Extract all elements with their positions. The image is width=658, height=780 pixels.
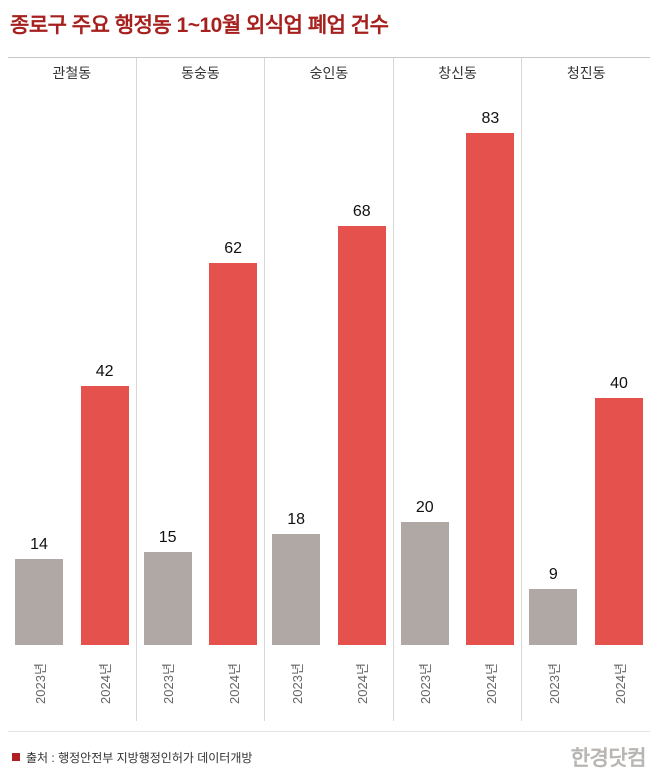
bar-column: 9 [529,566,578,646]
x-axis-year-label: 2024년 [81,645,129,721]
chart-group: 창신동 20 83 2023년 2024년 [394,58,523,722]
x-axis-year-text: 2023년 [289,662,305,704]
bar-value-label: 15 [158,529,177,547]
group-x-labels: 2023년 2024년 [8,645,136,721]
group-x-labels: 2023년 2024년 [265,645,393,721]
bar-column: 15 [143,529,192,646]
x-axis-year-label: 2023년 [144,645,192,721]
bar-value-label: 9 [548,566,558,584]
bar-value-label: 42 [95,363,114,381]
x-axis-year-text: 2023년 [418,662,434,704]
bar-column: 42 [80,363,129,646]
x-axis-year-label: 2023년 [15,645,63,721]
x-axis-year-text: 2024년 [612,662,628,704]
chart-group: 동숭동 15 62 2023년 2024년 [137,58,266,722]
bar-column: 68 [337,203,386,646]
bar-value-label: 20 [415,499,434,517]
page-title: 종로구 주요 행정동 1~10월 외식업 폐업 건수 [10,14,389,37]
group-x-labels: 2023년 2024년 [137,645,265,721]
group-bars: 9 40 [522,87,650,646]
bar-2023 [529,589,578,646]
chart-group: 관철동 14 42 2023년 2024년 [8,58,137,722]
x-axis-year-text: 2024년 [355,662,371,704]
x-axis-year-text: 2024년 [98,662,114,704]
group-label: 창신동 [438,65,477,82]
bar-2024 [209,263,258,646]
bar-value-label: 40 [610,375,628,393]
bar-column: 62 [209,240,258,646]
bar-chart: 관철동 14 42 2023년 2024년 동숭동 15 62 2023년 2024년 숭인동 18 6… [8,57,650,722]
x-axis-year-label: 2024년 [466,645,514,721]
bar-column: 83 [466,110,515,646]
bar-2023 [143,552,192,646]
source-bullet-icon [12,753,20,762]
group-bars: 15 62 [137,87,265,646]
source-line: 출처 : 행정안전부 지방행정인허가 데이터개방 [12,749,252,766]
group-label: 숭인동 [309,65,349,82]
bar-2024 [337,226,386,646]
bar-value-label: 14 [30,536,48,554]
x-axis-year-label: 2024년 [209,645,257,721]
bar-2023 [400,522,449,646]
x-axis-year-label: 2024년 [338,645,386,721]
x-axis-year-label: 2023년 [272,645,320,721]
x-axis-year-text: 2024년 [226,662,242,704]
footer: 출처 : 행정안전부 지방행정인허가 데이터개방 한경닷컴 [8,731,650,772]
group-bars: 14 42 [8,87,136,646]
bar-2024 [594,398,643,646]
bar-column: 14 [15,536,63,646]
group-x-labels: 2023년 2024년 [394,645,522,721]
bar-value-label: 83 [481,110,500,128]
bar-value-label: 62 [224,240,243,258]
x-axis-year-text: 2024년 [483,662,499,704]
bar-value-label: 68 [352,203,371,221]
bar-column: 20 [400,499,449,646]
group-bars: 20 83 [394,87,522,646]
bar-2023 [15,559,63,646]
x-axis-year-label: 2023년 [401,645,449,721]
chart-group: 청진동 9 40 2023년 2024년 [522,58,650,721]
x-axis-year-text: 2023년 [32,662,48,704]
x-axis-year-text: 2023년 [161,662,177,704]
bar-column: 18 [272,511,321,646]
x-axis-year-label: 2024년 [595,645,643,721]
group-bars: 18 68 [265,87,393,646]
group-label: 관철동 [52,65,92,82]
source-text: 출처 : 행정안전부 지방행정인허가 데이터개방 [26,750,253,765]
bar-2024 [80,386,129,646]
group-x-labels: 2023년 2024년 [522,645,650,721]
x-axis-year-label: 2023년 [529,645,577,721]
hankyung-logo: 한경닷컴 [570,747,647,771]
bar-value-label: 18 [287,511,306,529]
bar-2023 [272,534,321,646]
group-label: 동숭동 [181,65,220,82]
chart-group: 숭인동 18 68 2023년 2024년 [265,58,394,722]
group-label: 청진동 [566,65,606,82]
x-axis-year-text: 2023년 [546,662,562,704]
bar-column: 40 [594,375,643,646]
bar-2024 [466,133,515,646]
